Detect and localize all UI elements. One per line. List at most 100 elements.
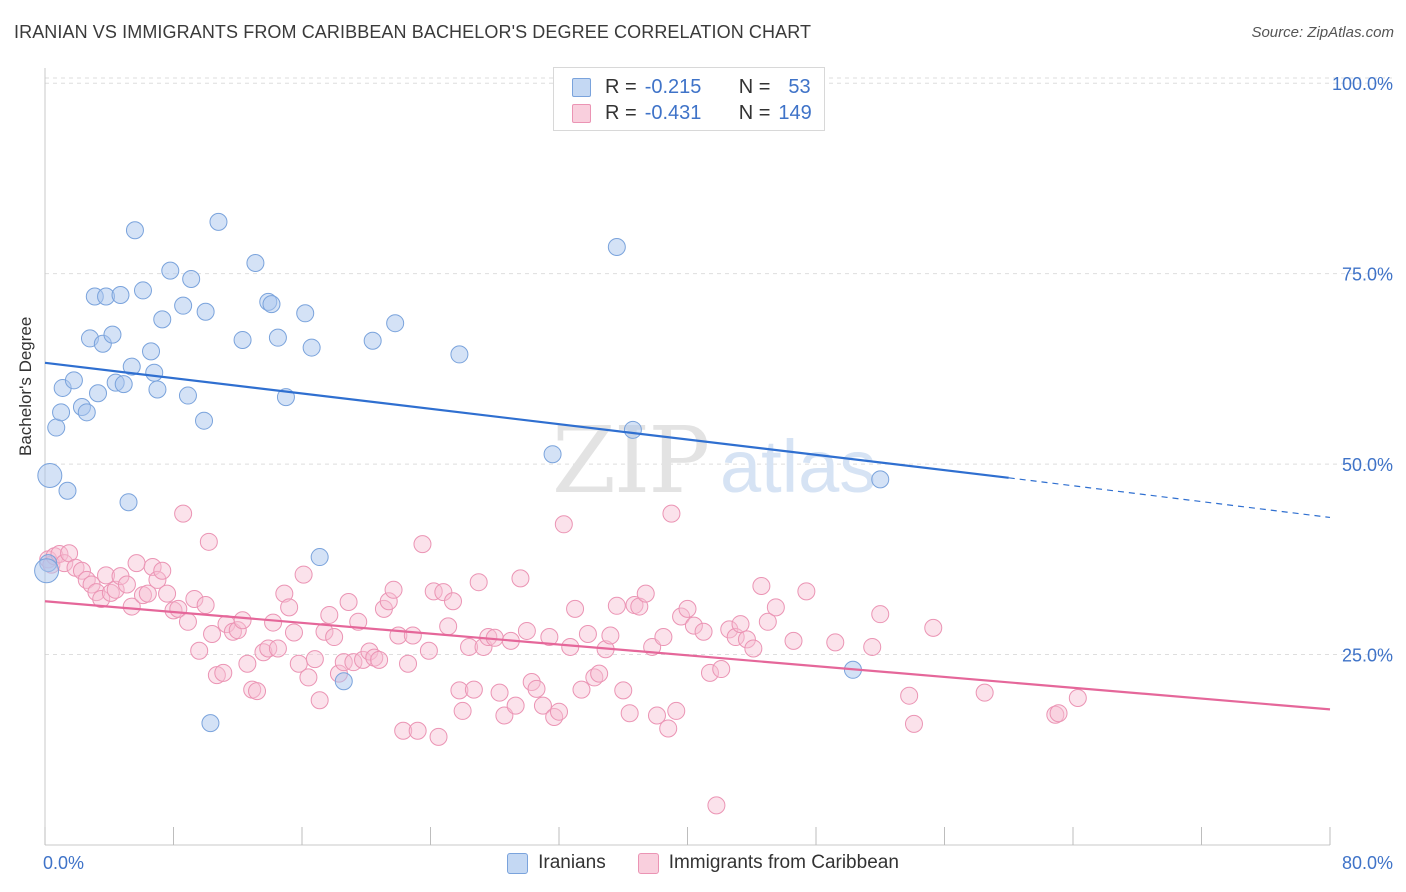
caribbean-point xyxy=(122,597,141,616)
caribbean-point xyxy=(413,535,432,554)
caribbean-point xyxy=(784,631,803,650)
iranian-point xyxy=(209,212,228,231)
caribbean-point xyxy=(550,702,568,721)
trend-lines xyxy=(44,361,1331,711)
caribbean-point xyxy=(334,653,353,672)
caribbean-point xyxy=(871,605,890,624)
caribbean-point xyxy=(275,584,294,603)
iranian-trendline xyxy=(44,361,1009,479)
watermark: ZIP atlas xyxy=(552,407,876,514)
iranian-point xyxy=(607,238,626,257)
caribbean-point xyxy=(148,570,167,589)
axes xyxy=(44,68,1331,846)
iranian-point xyxy=(302,338,321,357)
caribbean-point xyxy=(97,566,116,585)
caribbean-point xyxy=(370,650,389,669)
caribbean-point xyxy=(403,626,422,645)
caribbean-point xyxy=(379,592,398,611)
caribbean-point xyxy=(566,599,585,618)
legend-label-iranians: Iranians xyxy=(538,852,606,873)
caribbean-point xyxy=(545,708,564,727)
caribbean-point xyxy=(233,611,252,630)
caribbean-point xyxy=(248,682,267,701)
iranian-point xyxy=(103,325,122,344)
iranian-trendline-extension xyxy=(1008,477,1331,519)
caribbean-point xyxy=(700,663,719,682)
iranian-point xyxy=(363,331,382,350)
caribbean-point xyxy=(572,680,591,699)
caribbean-point xyxy=(1046,705,1065,724)
legend-n-value: 53 xyxy=(788,75,811,98)
caribbean-point xyxy=(228,621,247,640)
iranian-point xyxy=(196,302,215,321)
caribbean-points xyxy=(39,504,1087,815)
caribbean-point xyxy=(511,569,530,588)
iranian-point xyxy=(174,296,193,315)
caribbean-point xyxy=(707,796,726,815)
iranian-point xyxy=(623,420,642,439)
iranian-point xyxy=(246,254,265,273)
y-tick-label: 100.0% xyxy=(1332,74,1393,94)
caribbean-point xyxy=(1049,704,1068,723)
y-axis-label: Bachelor's Degree xyxy=(16,316,35,456)
series-legend: Iranians Immigrants from Caribbean xyxy=(0,852,1406,874)
caribbean-point xyxy=(408,721,427,740)
iranian-point xyxy=(47,418,66,437)
caribbean-point xyxy=(259,639,278,658)
legend-item-caribbean: Immigrants from Caribbean xyxy=(637,852,899,874)
caribbean-point xyxy=(158,584,177,603)
iranian-point xyxy=(182,270,201,289)
caribbean-point xyxy=(826,633,845,652)
caribbean-point xyxy=(117,575,136,594)
caribbean-point xyxy=(280,598,299,617)
iranian-point xyxy=(52,403,71,422)
caribbean-point xyxy=(450,681,469,700)
caribbean-point xyxy=(636,584,655,603)
caribbean-point xyxy=(174,504,193,523)
caribbean-point xyxy=(904,714,923,733)
caribbean-point xyxy=(667,701,686,720)
iranian-point xyxy=(89,384,108,403)
iranian-point xyxy=(114,375,133,394)
caribbean-point xyxy=(238,654,257,673)
grid-lines xyxy=(45,77,1392,656)
iranian-point xyxy=(125,221,144,240)
caribbean-point xyxy=(339,592,358,611)
caribbean-point xyxy=(758,612,777,631)
caribbean-point xyxy=(975,683,994,702)
iranian-point xyxy=(34,558,60,584)
caribbean-point xyxy=(678,599,697,618)
caribbean-point xyxy=(185,589,204,608)
caribbean-point xyxy=(127,554,146,573)
iranian-point xyxy=(871,470,890,489)
caribbean-point xyxy=(647,706,666,725)
x-tick-label-min: 0.0% xyxy=(43,853,84,873)
caribbean-trendline xyxy=(44,600,1331,711)
caribbean-point xyxy=(752,577,771,595)
iranian-point xyxy=(111,286,130,305)
iranian-point xyxy=(161,261,180,280)
caribbean-point xyxy=(590,664,609,683)
caribbean-point xyxy=(620,704,639,723)
caribbean-point xyxy=(672,607,691,626)
legend-r-label: R = xyxy=(605,101,637,124)
caribbean-point xyxy=(694,622,713,641)
chart-title: IRANIAN VS IMMIGRANTS FROM CARIBBEAN BAC… xyxy=(14,22,812,42)
legend-row-caribbean: R = -0.431 N = 149 xyxy=(572,101,812,125)
correlation-legend: R = -0.215 N = 53 R = -0.431 N = 149 xyxy=(553,67,825,131)
caribbean-point xyxy=(614,681,633,700)
legend-item-iranians: Iranians xyxy=(507,852,606,874)
caribbean-point xyxy=(601,626,620,645)
caribbean-point xyxy=(429,727,448,746)
iranian-point xyxy=(142,342,161,361)
caribbean-point xyxy=(766,598,785,617)
iranian-point xyxy=(122,357,141,376)
caribbean-point xyxy=(264,613,283,632)
tick-labels: 25.0% 50.0% 75.0% 100.0% 0.0% 80.0% xyxy=(43,74,1393,873)
caribbean-point xyxy=(554,515,573,534)
iranian-point xyxy=(133,281,152,300)
iranian-points xyxy=(34,212,890,733)
caribbean-point xyxy=(178,612,197,631)
caribbean-point xyxy=(662,504,681,523)
caribbean-point xyxy=(443,592,462,611)
